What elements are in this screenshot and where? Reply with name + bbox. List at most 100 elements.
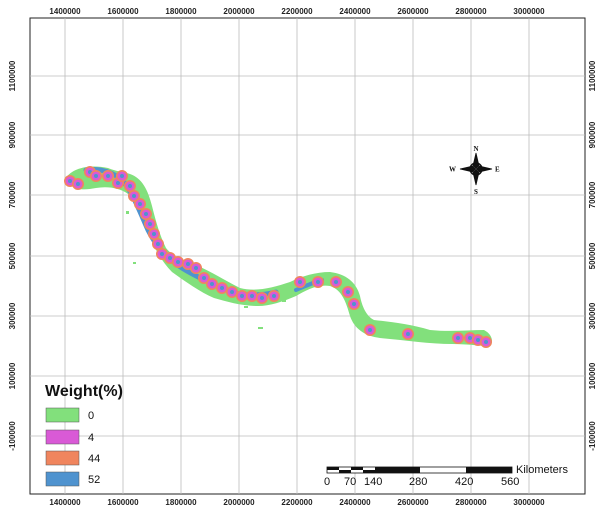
legend-label-0: 0 — [88, 410, 94, 422]
buffer-ring-core — [132, 194, 136, 198]
buffer-ring-core — [120, 174, 124, 178]
buffer-ring-core — [352, 302, 356, 306]
x-tick-label: 2600000 — [397, 498, 429, 507]
y-tick-labels-left: 1100000 900000 700000 500000 300000 100000 -10… — [8, 60, 17, 451]
buffer-ring-core — [476, 338, 480, 342]
island — [244, 306, 248, 308]
scale-label-140: 140 — [364, 476, 382, 488]
scale-label-70: 70 — [344, 476, 356, 488]
x-tick-label: 1400000 — [49, 7, 81, 16]
buffer-ring-core — [144, 212, 148, 216]
y-tick-label: 900000 — [8, 121, 17, 148]
scale-label-420: 420 — [455, 476, 473, 488]
buffer-ring-core — [94, 174, 98, 178]
legend: Weight(%) 0 4 44 52 — [45, 383, 123, 487]
x-tick-labels-bottom: 1400000 1600000 1800000 2000000 2200000 24000… — [49, 498, 545, 507]
island — [133, 262, 136, 264]
y-tick-label: 100000 — [588, 362, 597, 389]
scale-bar-unit: Kilometers — [516, 464, 568, 476]
x-tick-label: 1400000 — [49, 498, 81, 507]
legend-label-44: 44 — [88, 453, 100, 465]
x-tick-label: 1600000 — [107, 498, 139, 507]
buffer-ring-core — [250, 294, 254, 298]
legend-item: 44 — [45, 450, 100, 466]
y-tick-label: 700000 — [8, 181, 17, 208]
compass-w: W — [449, 166, 456, 174]
buffer-ring-core — [210, 282, 214, 286]
y-tick-label: -100000 — [8, 421, 17, 451]
legend-item: 0 — [45, 407, 94, 423]
buffer-ring-core — [230, 290, 234, 294]
legend-label-52: 52 — [88, 474, 100, 486]
compass-n: N — [474, 145, 479, 153]
buffer-ring-core — [128, 184, 132, 188]
buffer-ring-core — [468, 336, 472, 340]
buffer-ring-core — [260, 296, 264, 300]
buffer-ring-core — [194, 266, 198, 270]
x-tick-label: 2200000 — [281, 7, 313, 16]
legend-swatch-52 — [45, 471, 80, 487]
north-arrow-star-fill — [473, 153, 479, 169]
legend-item: 4 — [45, 429, 94, 445]
buffer-ring-core — [346, 290, 350, 294]
scale-label-0: 0 — [324, 476, 330, 488]
buffer-ring-core — [168, 256, 172, 260]
buffer-ring-core — [176, 260, 180, 264]
scale-bar: Kilometers 0 70 140 280 420 560 — [324, 464, 568, 488]
buffer-ring-core — [456, 336, 460, 340]
legend-item: 52 — [45, 471, 100, 487]
x-tick-label: 1600000 — [107, 7, 139, 16]
x-tick-label: 2400000 — [339, 498, 371, 507]
buffer-ring-core — [138, 202, 142, 206]
north-arrow-ring — [469, 162, 483, 176]
buffer-ring-core — [406, 332, 410, 336]
buffer-ring-core — [68, 179, 72, 183]
legend-swatch-4 — [45, 429, 80, 445]
x-tick-label: 2000000 — [223, 498, 255, 507]
y-tick-label: 500000 — [8, 242, 17, 269]
y-tick-labels-right: 1100000 900000 700000 500000 300000 100000 -10… — [588, 60, 597, 451]
buffer-ring-core — [160, 252, 164, 256]
x-tick-labels-top: 1400000 1600000 1800000 2000000 2200000 24000… — [49, 7, 545, 16]
compass-s: S — [474, 188, 478, 196]
legend-label-4: 4 — [88, 432, 94, 444]
y-tick-label: 100000 — [8, 362, 17, 389]
buffer-ring-core — [368, 328, 372, 332]
x-tick-label: 2800000 — [455, 7, 487, 16]
y-tick-label: 900000 — [588, 121, 597, 148]
buffer-ring-core — [272, 294, 276, 298]
y-tick-label: 1100000 — [588, 60, 597, 91]
y-tick-label: 500000 — [588, 242, 597, 269]
buffer-ring-core — [76, 182, 80, 186]
buffer-rings — [64, 166, 492, 348]
x-tick-label: 2800000 — [455, 498, 487, 507]
x-tick-label: 2400000 — [339, 7, 371, 16]
buffer-ring-core — [484, 340, 488, 344]
scale-label-560: 560 — [501, 476, 519, 488]
buffer-ring-core — [240, 294, 244, 298]
buffer-ring-core — [220, 286, 224, 290]
x-tick-label: 2600000 — [397, 7, 429, 16]
buffer-ring-core — [316, 280, 320, 284]
north-arrow: N S E W — [449, 145, 500, 196]
buffer-ring-core — [116, 181, 120, 185]
y-tick-label: 300000 — [8, 302, 17, 329]
buffer-ring-core — [106, 174, 110, 178]
compass-e: E — [495, 166, 500, 174]
x-tick-label: 1800000 — [165, 7, 197, 16]
y-tick-label: 700000 — [588, 181, 597, 208]
x-tick-label: 3000000 — [513, 498, 545, 507]
legend-swatch-0 — [45, 407, 80, 423]
x-tick-label: 2000000 — [223, 7, 255, 16]
y-tick-label: -100000 — [588, 421, 597, 451]
x-tick-label: 3000000 — [513, 7, 545, 16]
buffer-ring-core — [202, 276, 206, 280]
x-tick-label: 1800000 — [165, 498, 197, 507]
legend-title: Weight(%) — [45, 383, 123, 400]
river-corridor — [64, 166, 492, 348]
buffer-ring-core — [156, 242, 160, 246]
buffer-ring-core — [298, 280, 302, 284]
buffer-ring-core — [152, 232, 156, 236]
buffer-ring-core — [334, 280, 338, 284]
